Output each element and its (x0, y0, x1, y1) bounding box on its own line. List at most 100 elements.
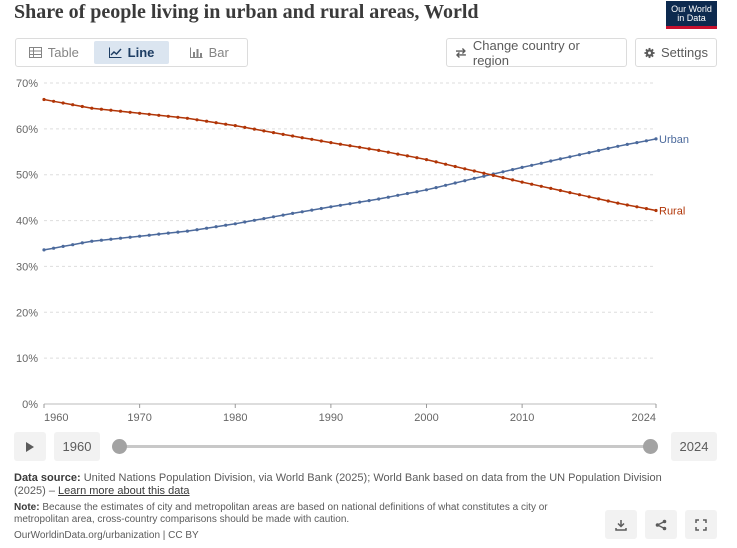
data-point (587, 151, 591, 155)
learn-more-link[interactable]: Learn more about this data (58, 485, 190, 497)
data-point (166, 114, 170, 118)
data-point (176, 230, 180, 234)
data-point (491, 173, 495, 177)
share-button[interactable] (645, 510, 677, 539)
data-point (147, 233, 151, 237)
data-point (195, 228, 199, 232)
logo-line-1: Our World (671, 4, 712, 14)
data-point (281, 132, 285, 136)
data-source-text: United Nations Population Division, via … (14, 472, 662, 497)
data-point (166, 231, 170, 235)
data-point (42, 248, 46, 252)
data-point (635, 205, 639, 209)
data-point (243, 125, 247, 129)
data-point (271, 215, 276, 219)
data-point (338, 142, 342, 146)
note: Note: Because the estimates of city and … (14, 502, 599, 526)
data-point (52, 99, 56, 103)
timeline-start-handle[interactable] (112, 439, 127, 454)
timeline-track[interactable] (119, 445, 651, 448)
data-point (348, 202, 352, 206)
data-point (243, 220, 247, 224)
x-tick-label: 2010 (510, 412, 534, 424)
data-point (539, 161, 543, 165)
data-point (386, 195, 390, 199)
series-line-urban (43, 138, 657, 251)
y-tick-label: 30% (16, 261, 38, 273)
data-point (587, 195, 591, 199)
data-point (386, 150, 390, 154)
data-point (205, 119, 209, 123)
data-point (597, 197, 601, 201)
data-point (444, 162, 448, 166)
data-point (71, 243, 75, 247)
data-point (415, 190, 419, 194)
timeline-end-handle[interactable] (643, 439, 658, 454)
data-point (377, 148, 381, 152)
download-button[interactable] (605, 510, 637, 539)
data-point (482, 171, 486, 175)
data-point (358, 145, 362, 149)
data-point (358, 200, 362, 204)
data-point (109, 108, 113, 112)
data-point (61, 101, 65, 105)
data-point (367, 147, 371, 151)
table-icon (28, 47, 42, 58)
data-point (262, 129, 266, 133)
data-point (80, 241, 84, 245)
data-point (463, 179, 467, 183)
data-point (577, 153, 582, 157)
data-point (157, 232, 161, 236)
data-point (319, 139, 323, 143)
fullscreen-button[interactable] (685, 510, 717, 539)
owid-logo[interactable]: Our World in Data (666, 1, 717, 29)
data-point (606, 199, 610, 203)
data-point (310, 137, 314, 141)
data-point (128, 110, 132, 114)
data-point (654, 208, 658, 213)
data-point (109, 237, 113, 241)
data-point (424, 158, 429, 162)
y-tick-label: 60% (16, 124, 38, 136)
data-point (118, 236, 123, 240)
data-point (415, 156, 419, 160)
data-point (644, 139, 649, 143)
data-point (396, 152, 400, 156)
data-point (558, 188, 563, 193)
tab-line-label: Line (127, 45, 155, 60)
data-point (510, 168, 515, 172)
data-point (233, 222, 237, 226)
timeline-end-year[interactable]: 2024 (671, 432, 717, 461)
chart-title: Share of people living in urban and rura… (14, 1, 479, 23)
data-point (185, 116, 189, 120)
change-country-button[interactable]: Change country or region (446, 38, 627, 68)
data-point (530, 163, 534, 167)
line-chart-icon (108, 47, 122, 58)
data-point (329, 205, 333, 209)
tab-line[interactable]: Line (93, 41, 170, 64)
data-point (405, 191, 409, 196)
play-button[interactable] (14, 432, 46, 461)
data-source: Data source: United Nations Population D… (14, 472, 674, 498)
settings-label: Settings (661, 45, 708, 60)
timeline-start-year[interactable]: 1960 (54, 432, 100, 461)
data-point (138, 234, 142, 238)
note-label: Note: (14, 502, 40, 513)
settings-button[interactable]: Settings (635, 38, 717, 67)
bar-chart-icon (189, 47, 203, 58)
data-point (482, 174, 486, 178)
data-point (558, 157, 563, 161)
data-point (157, 113, 161, 117)
data-point (252, 218, 256, 222)
y-tick-label: 0% (22, 399, 38, 411)
data-point (396, 193, 400, 197)
data-point (625, 203, 629, 207)
series-label-urban: Urban (659, 134, 689, 146)
x-tick-label: 1970 (127, 412, 151, 424)
data-point (233, 124, 237, 128)
tab-bar[interactable]: Bar (171, 39, 247, 66)
tab-table[interactable]: Table (16, 39, 92, 66)
data-point (453, 181, 457, 185)
data-point (501, 170, 505, 174)
